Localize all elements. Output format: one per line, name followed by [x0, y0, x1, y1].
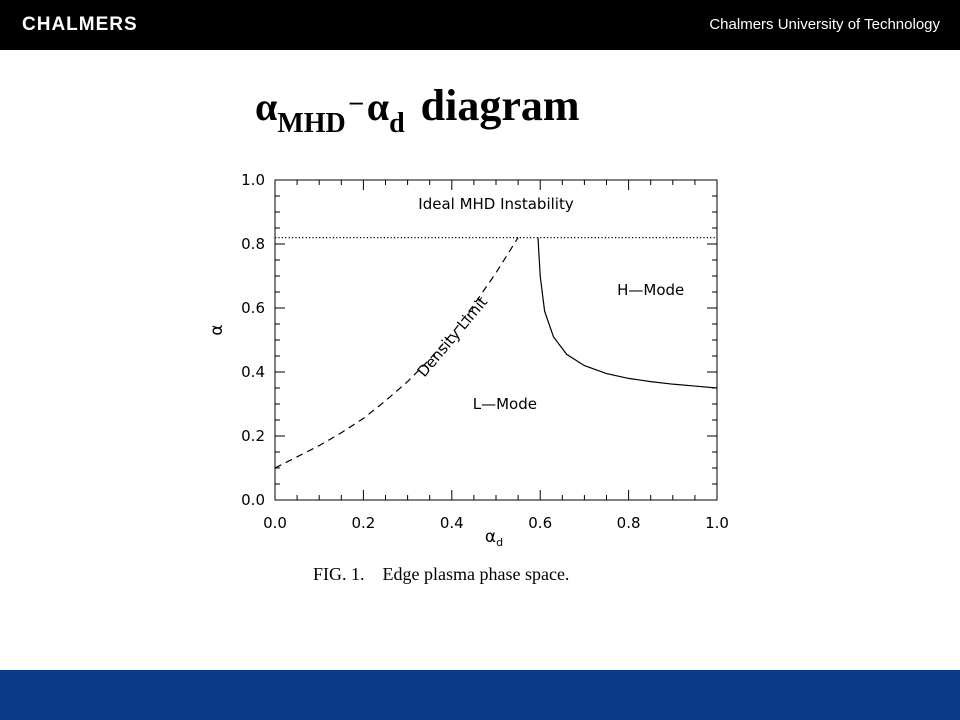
y-tick-label: 1.0 — [241, 171, 265, 189]
x-tick-label: 0.4 — [440, 514, 464, 532]
x-axis-label-sub: d — [496, 536, 503, 549]
annotation-label: Ideal MHD Instability — [418, 195, 574, 213]
slide-title: αMHD– αd diagram — [255, 80, 580, 140]
x-tick-label: 0.8 — [617, 514, 641, 532]
annotation-label: L—Mode — [473, 395, 537, 413]
x-tick-label: 0.6 — [528, 514, 552, 532]
y-tick-label: 0.0 — [241, 491, 265, 509]
chalmers-logo: CHALMERS — [22, 14, 138, 35]
university-name: Chalmers University of Technology — [709, 16, 940, 33]
phase-diagram-chart: 0.0 0.2 0.4 0.6 0.8 1.0 0.0 0.2 0.4 0.6 0.8 1.0 Ide… — [207, 171, 729, 549]
y-tick-label: 0.4 — [241, 363, 265, 381]
x-tick-label: 0.2 — [351, 514, 375, 532]
series-line-3 — [537, 237, 718, 389]
title-word: diagram — [420, 81, 580, 130]
axis-tick-labels: 0.0 0.2 0.4 0.6 0.8 1.0 0.0 0.2 0.4 0.6 0.8 1.0 — [241, 171, 729, 532]
x-axis-label-main: α — [485, 527, 496, 547]
x-tick-label: 1.0 — [705, 514, 729, 532]
y-tick-label: 0.8 — [241, 235, 265, 253]
title-alpha-d: α — [366, 84, 390, 129]
series-layer — [274, 236, 718, 469]
annotation-label: Density Limit — [414, 293, 491, 380]
y-tick-label: 0.6 — [241, 299, 265, 317]
title-dash: – — [349, 87, 363, 116]
plot-frame — [274, 179, 718, 501]
y-axis-label: α — [207, 324, 227, 335]
series-line-2 — [274, 237, 519, 469]
y-tick-label: 0.2 — [241, 427, 265, 445]
title-alpha-mhd: α — [255, 84, 278, 129]
footer-bar — [0, 670, 960, 720]
x-tick-label: 0.0 — [263, 514, 287, 532]
header-bar: CHALMERS Chalmers University of Technolo… — [0, 0, 960, 50]
x-axis-label: αd — [485, 527, 503, 549]
title-subscript-mhd: MHD — [277, 108, 346, 139]
annotation-label: H—Mode — [617, 281, 684, 299]
title-subscript-d: d — [389, 108, 405, 139]
axis-ticks — [274, 179, 718, 501]
figure-caption: FIG. 1. Edge plasma phase space. — [313, 564, 570, 584]
